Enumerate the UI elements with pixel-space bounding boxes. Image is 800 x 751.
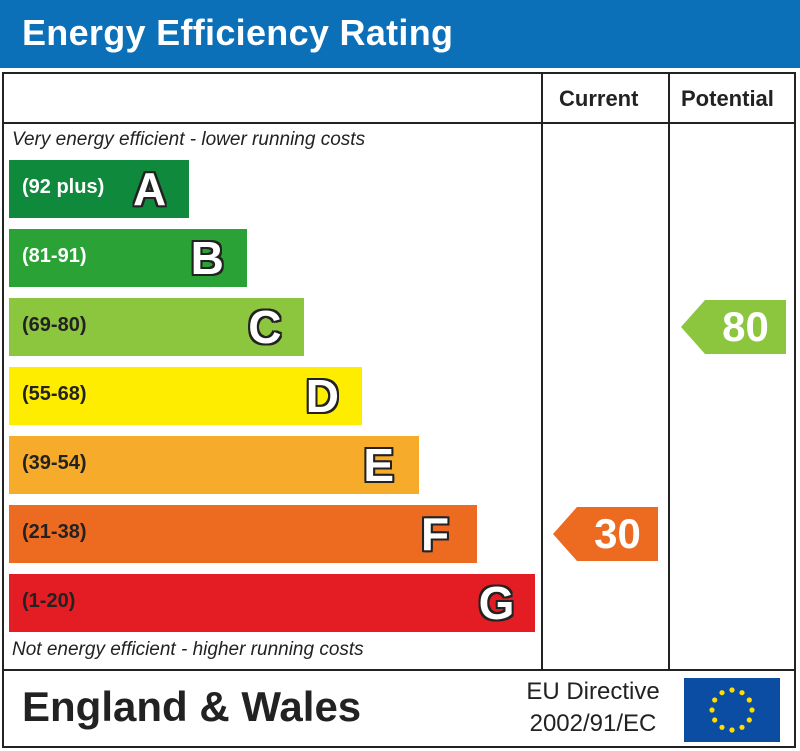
flag-star xyxy=(729,727,735,733)
header-divider xyxy=(2,122,796,124)
band-range-label: (92 plus) xyxy=(22,176,105,198)
flag-star xyxy=(746,717,752,723)
band-letter: F xyxy=(421,508,450,560)
flag-star xyxy=(709,707,715,713)
band-range-label: (21-38) xyxy=(22,521,87,543)
potential-rating-value: 80 xyxy=(722,303,769,350)
flag-star xyxy=(739,690,745,696)
current-column-divider xyxy=(541,72,543,671)
potential-arrow-shape xyxy=(681,300,786,354)
band-letter: E xyxy=(363,439,395,491)
flag-star xyxy=(729,687,735,693)
top-caption: Very energy efficient - lower running co… xyxy=(12,129,366,150)
current-column-header: Current xyxy=(559,86,639,111)
band-a: (92 plus) A xyxy=(9,160,189,218)
chart-frame xyxy=(2,72,796,748)
current-arrow-shape xyxy=(553,507,658,561)
band-letter: C xyxy=(248,301,282,353)
band-g: (1-20) G xyxy=(9,574,535,632)
band-range-label: (81-91) xyxy=(22,245,87,267)
header-bar: Energy Efficiency Rating xyxy=(0,0,800,68)
flag-star xyxy=(749,707,755,713)
current-rating-value: 30 xyxy=(594,510,641,557)
eu-flag-icon xyxy=(684,678,780,742)
flag-star xyxy=(719,690,725,696)
band-range-label: (55-68) xyxy=(22,383,87,405)
directive-line-2: 2002/91/EC xyxy=(529,710,657,737)
flag-star xyxy=(719,724,725,730)
band-letter: A xyxy=(133,163,167,215)
bottom-caption: Not energy efficient - higher running co… xyxy=(12,639,364,660)
current-rating-arrow: 30 xyxy=(553,507,658,561)
page-title: Energy Efficiency Rating xyxy=(22,12,454,53)
potential-rating-arrow: 80 xyxy=(681,300,786,354)
band-c: (69-80) C xyxy=(9,298,305,356)
footer-divider xyxy=(2,669,796,671)
potential-column-divider xyxy=(668,72,670,671)
band-b: (81-91) B xyxy=(9,229,247,287)
band-range-label: (1-20) xyxy=(22,590,76,612)
band-letter: B xyxy=(190,232,224,284)
flag-star xyxy=(746,697,752,703)
band-d: (55-68) D xyxy=(9,367,362,425)
band-range-label: (39-54) xyxy=(22,452,87,474)
band-letter: G xyxy=(478,577,515,629)
flag-star xyxy=(739,724,745,730)
flag-star xyxy=(712,717,718,723)
region-label: England & Wales xyxy=(22,683,362,730)
band-letter: D xyxy=(305,370,340,422)
potential-column-header: Potential xyxy=(681,86,774,111)
band-e: (39-54) E xyxy=(9,436,420,494)
band-range-label: (69-80) xyxy=(22,314,87,336)
flag-star xyxy=(712,697,718,703)
band-f: (21-38) F xyxy=(9,505,477,563)
directive-line-1: EU Directive xyxy=(526,678,660,705)
